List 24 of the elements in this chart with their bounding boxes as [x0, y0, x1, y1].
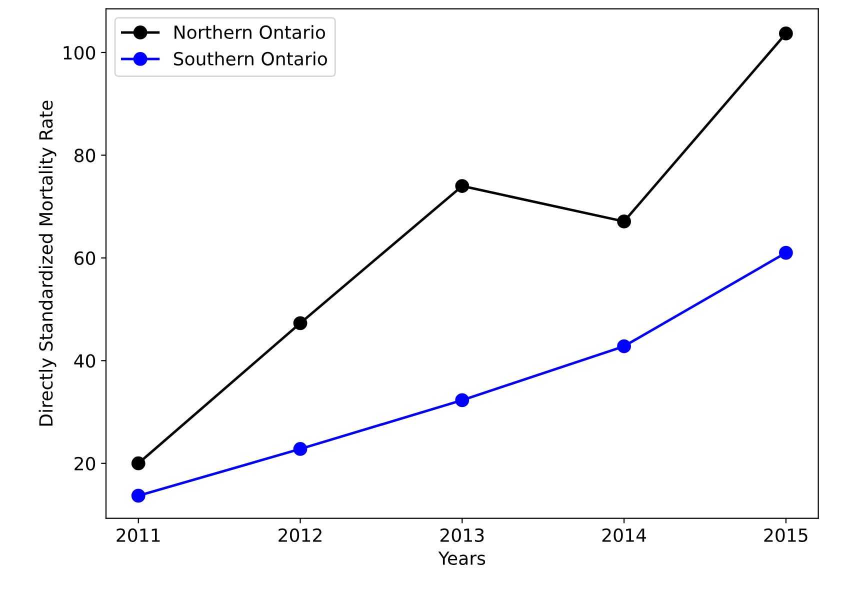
point — [293, 442, 308, 456]
x-tick-label: 2013 — [440, 528, 484, 542]
point — [778, 26, 793, 40]
x-tick-label: 2011 — [116, 528, 160, 542]
y-tick-label: 80 — [74, 148, 96, 162]
y-axis-title: Directly Standardized Mortality Rate — [38, 100, 56, 426]
point — [778, 246, 793, 260]
point — [131, 488, 146, 503]
x-tick-label: 2014 — [602, 528, 646, 542]
x-tick-label: 2015 — [764, 528, 808, 542]
point — [617, 339, 631, 354]
x-axis-title: Years — [438, 552, 486, 566]
legend-label: Southern Ontario — [174, 52, 327, 66]
x-tick-label: 2012 — [278, 528, 322, 542]
point — [455, 393, 470, 408]
y-tick-label: 40 — [74, 354, 96, 368]
legend-label: Northern Ontario — [174, 25, 325, 40]
point — [617, 214, 631, 228]
point — [293, 316, 308, 330]
y-tick-label: 60 — [74, 251, 96, 266]
point — [455, 179, 470, 193]
y-tick-label: 100 — [64, 46, 96, 60]
point — [131, 456, 146, 470]
y-tick-label: 20 — [74, 456, 96, 470]
